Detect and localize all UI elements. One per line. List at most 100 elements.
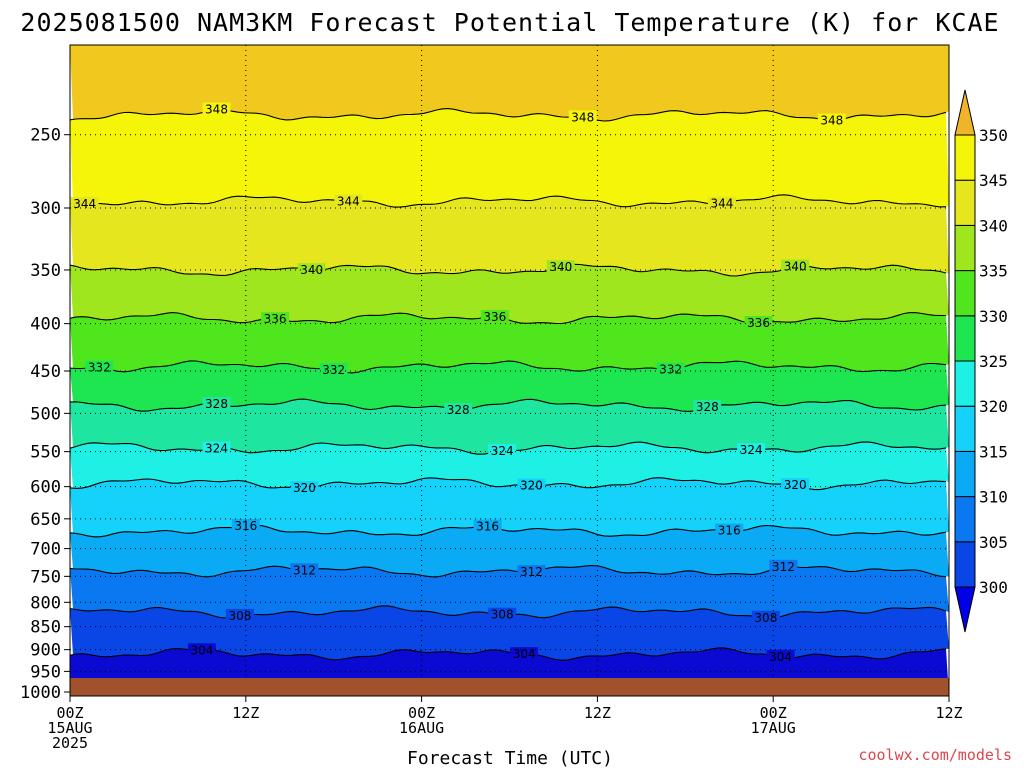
x-tick-label: 12Z xyxy=(935,704,962,722)
contour-label: 312 xyxy=(520,565,543,579)
contour-label-bg xyxy=(225,608,254,623)
y-tick-label: 300 xyxy=(30,199,61,219)
x-tick-label: 12Z xyxy=(232,704,259,722)
contour-label: 332 xyxy=(322,363,345,377)
contour-label: 308 xyxy=(228,609,251,623)
contour-label-bg xyxy=(473,519,502,534)
filled-band xyxy=(70,360,949,412)
y-tick-label: 1000 xyxy=(20,683,61,703)
y-tick-label: 250 xyxy=(30,126,61,146)
colorbar-segment xyxy=(954,270,976,317)
contour-label: 324 xyxy=(491,444,514,458)
colorbar-label: 350 xyxy=(979,126,1008,145)
contour-label: 304 xyxy=(190,643,213,657)
contour-label: 324 xyxy=(205,442,228,456)
contour-label-bg xyxy=(187,643,216,658)
y-tick-label: 800 xyxy=(30,593,61,613)
contour-label-bg xyxy=(546,260,575,275)
contour-label: 332 xyxy=(659,363,682,377)
contour-label-bg xyxy=(744,315,773,330)
colorbar-segment xyxy=(954,224,976,272)
contour-label: 340 xyxy=(784,260,807,274)
x-tick-label: 15AUG xyxy=(47,719,92,737)
contour-label: 328 xyxy=(696,400,719,414)
colorbar-label: 305 xyxy=(979,533,1008,552)
y-tick-label: 500 xyxy=(30,404,61,424)
contour-label-bg xyxy=(568,110,597,125)
contour-label-bg xyxy=(781,259,810,274)
x-tick-label: 12Z xyxy=(584,704,611,722)
y-tick-label: 550 xyxy=(30,443,61,463)
colorbar-over-arrow xyxy=(954,89,976,136)
filled-band xyxy=(70,605,949,661)
colorbar-label: 335 xyxy=(979,262,1008,281)
contour-label: 316 xyxy=(718,524,741,538)
contour-label-bg xyxy=(290,481,319,496)
contour-label-bg xyxy=(715,523,744,538)
contour-label: 320 xyxy=(784,478,807,492)
contour-label-bg xyxy=(737,443,766,458)
y-tick-label: 750 xyxy=(30,567,61,587)
colorbar-segment xyxy=(954,315,976,362)
colorbar-label: 300 xyxy=(979,578,1008,597)
colorbar-segment xyxy=(954,496,976,543)
x-tick-label: 00Z xyxy=(56,704,83,722)
contour-label-bg xyxy=(781,478,810,493)
contour-label: 348 xyxy=(571,110,594,124)
contour-label: 308 xyxy=(754,611,777,625)
contour-label-bg xyxy=(751,610,780,625)
y-tick-label: 400 xyxy=(30,315,61,335)
contour-label: 336 xyxy=(483,310,506,324)
contour-label: 348 xyxy=(205,103,228,117)
colorbar-segment xyxy=(954,360,976,407)
contour-label-bg xyxy=(297,263,326,278)
contour-label: 320 xyxy=(520,479,543,493)
colorbar: 300 305 310 315 320 325 330 335 340 345 350 xyxy=(954,89,1008,633)
x-tick-label: 17AUG xyxy=(751,719,796,737)
contour-label: 328 xyxy=(205,397,228,411)
contour-label-bg xyxy=(202,441,231,456)
x-tick-label: 2025 xyxy=(52,734,88,752)
contour-label-bg xyxy=(334,194,363,209)
filled-band xyxy=(70,108,949,208)
contour-label: 344 xyxy=(73,197,96,211)
contour-label-bg xyxy=(261,312,290,327)
y-tick-label: 700 xyxy=(30,540,61,560)
filled-band xyxy=(70,525,949,577)
y-tick-label: 850 xyxy=(30,618,61,638)
contour-label: 308 xyxy=(491,608,514,622)
colorbar-label: 320 xyxy=(979,397,1008,416)
contour-label-bg xyxy=(85,360,114,375)
contour-label: 348 xyxy=(820,114,843,128)
contour-label: 332 xyxy=(88,361,111,375)
y-tick-label: 900 xyxy=(30,641,61,661)
filled-band xyxy=(70,399,949,455)
contour-label: 340 xyxy=(549,260,572,274)
contour-label: 316 xyxy=(234,519,257,533)
contour-label: 324 xyxy=(740,443,763,457)
filled-band xyxy=(70,264,949,324)
contour-lines: 304 304 304 308 308 308 312 312 312 316 316 316 320 3… xyxy=(70,102,947,664)
colorbar-under-arrow xyxy=(954,586,976,633)
credit-text: coolwx.com/models xyxy=(858,746,1012,764)
contour-label: 304 xyxy=(769,650,792,664)
y-tick-label: 650 xyxy=(30,510,61,530)
contour-label: 344 xyxy=(710,197,733,211)
x-tick-label: 00Z xyxy=(760,704,787,722)
contour-label: 312 xyxy=(772,560,795,574)
contour-label: 340 xyxy=(300,263,323,277)
contour-label: 316 xyxy=(476,520,499,534)
y-tick-label: 600 xyxy=(30,478,61,498)
contour-label-bg xyxy=(319,362,348,377)
contour-label-bg xyxy=(488,443,517,458)
filled-band xyxy=(70,441,949,490)
contour-label-bg xyxy=(510,647,539,662)
colorbar-label: 325 xyxy=(979,352,1008,371)
colorbar-segment xyxy=(954,405,976,452)
filled-band xyxy=(70,312,949,373)
colorbar-label: 315 xyxy=(979,442,1008,461)
filled-band xyxy=(70,565,949,619)
colorbar-label: 345 xyxy=(979,171,1008,190)
filled-bands xyxy=(70,45,949,678)
